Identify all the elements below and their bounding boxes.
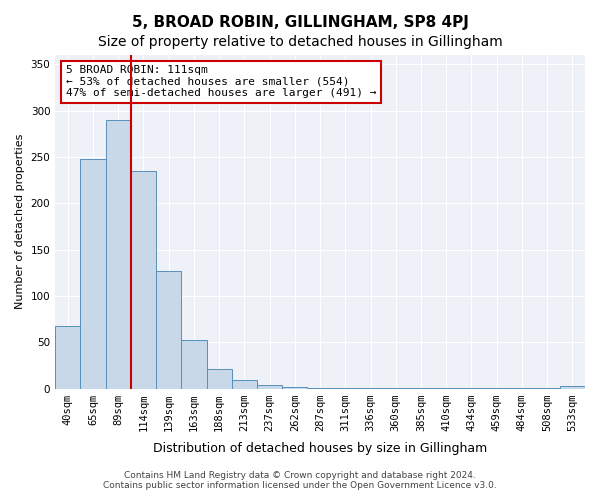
Text: Size of property relative to detached houses in Gillingham: Size of property relative to detached ho… [98, 35, 502, 49]
Bar [232, 380, 257, 388]
Bar [282, 386, 307, 388]
Bar [560, 386, 585, 388]
Bar [80, 159, 106, 388]
Text: Contains HM Land Registry data © Crown copyright and database right 2024.
Contai: Contains HM Land Registry data © Crown c… [103, 470, 497, 490]
Bar [156, 271, 181, 388]
Bar [257, 385, 282, 388]
Text: 5 BROAD ROBIN: 111sqm
← 53% of detached houses are smaller (554)
47% of semi-det: 5 BROAD ROBIN: 111sqm ← 53% of detached … [66, 65, 376, 98]
X-axis label: Distribution of detached houses by size in Gillingham: Distribution of detached houses by size … [153, 442, 487, 455]
Text: 5, BROAD ROBIN, GILLINGHAM, SP8 4PJ: 5, BROAD ROBIN, GILLINGHAM, SP8 4PJ [131, 15, 469, 30]
Bar [106, 120, 131, 388]
Y-axis label: Number of detached properties: Number of detached properties [15, 134, 25, 310]
Bar [55, 326, 80, 388]
Bar [206, 369, 232, 388]
Bar [131, 171, 156, 388]
Bar [181, 340, 206, 388]
